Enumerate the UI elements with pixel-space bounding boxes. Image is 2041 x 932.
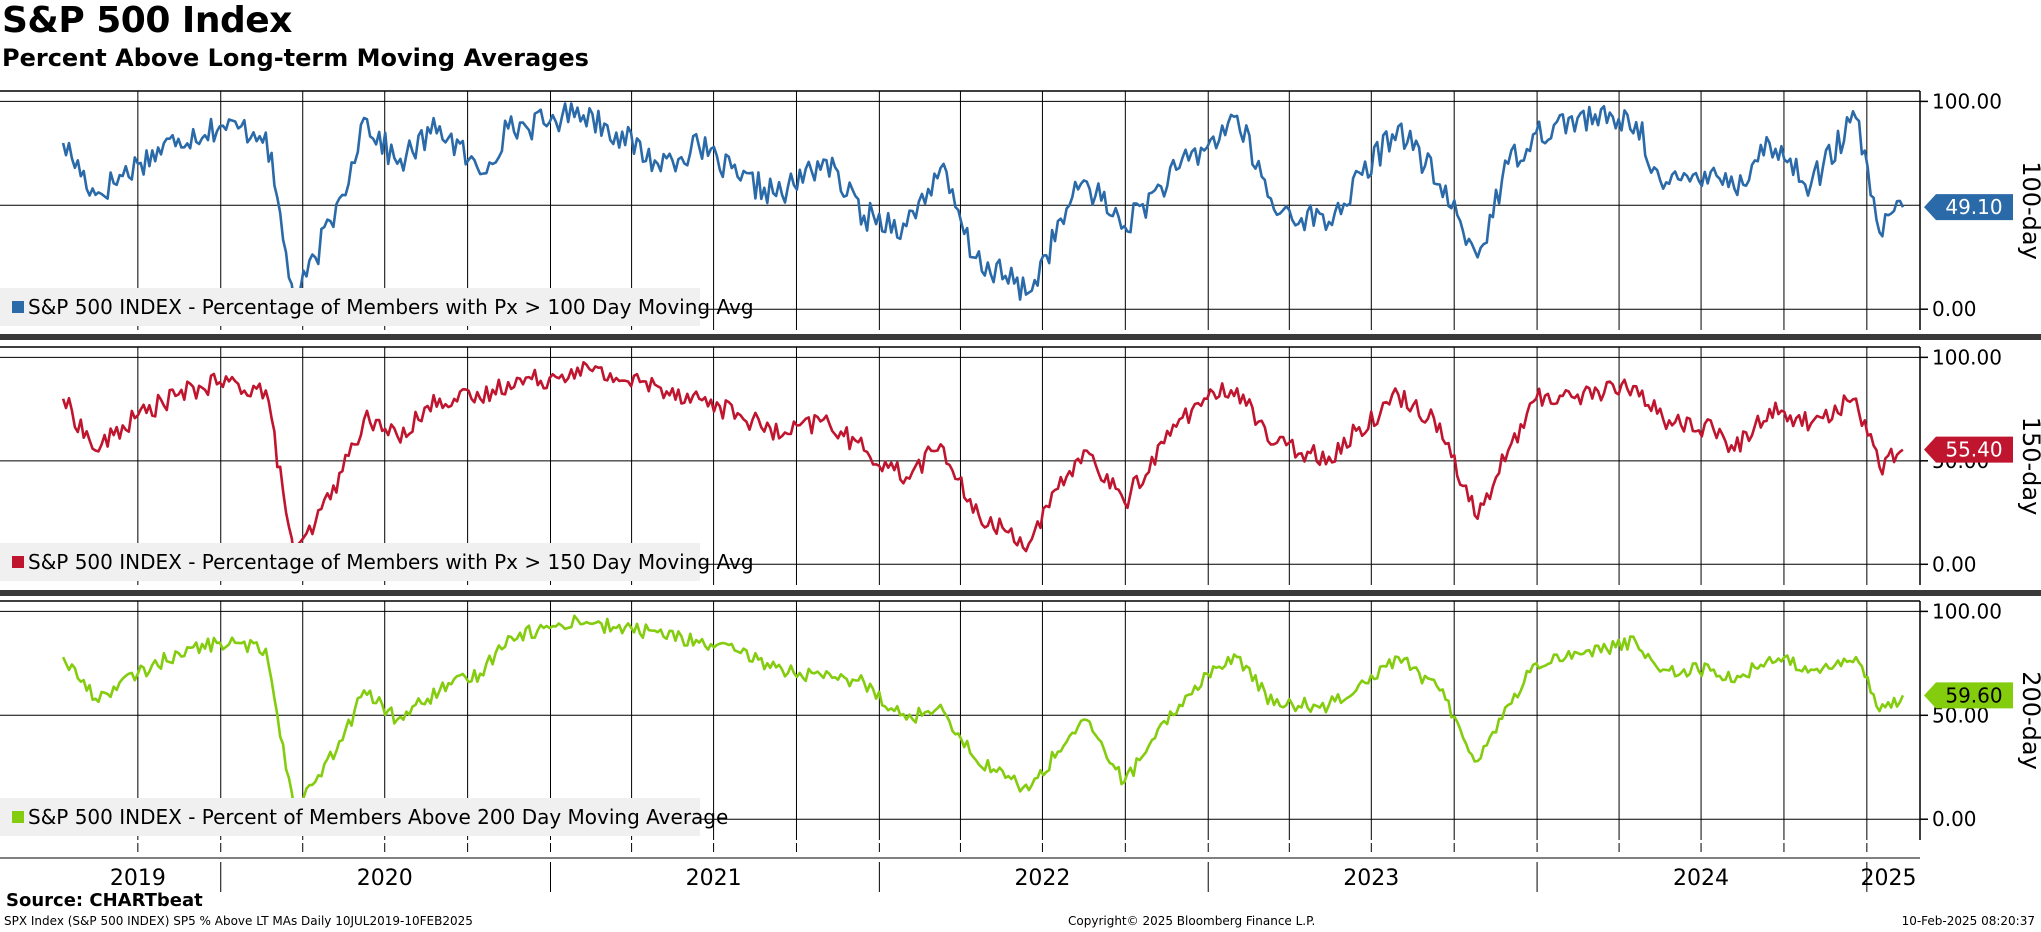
panel-100-day: 100.00 0.00 S&P 500 INDEX - Percentage of … — [0, 89, 2041, 330]
last-value-background — [1924, 682, 2013, 709]
last-value-text: 49.10 — [1945, 195, 2002, 219]
y-tick-label: 100.00 — [1932, 345, 2002, 369]
x-axis: 2019 2020 2021 2022 2023 2024 2025 — [0, 843, 1920, 892]
last-value-tag: 49.10 — [1924, 194, 2013, 221]
y-tick-label: 0.00 — [1932, 552, 1977, 576]
legend-label: S&P 500 INDEX - Percentage of Members wi… — [28, 550, 754, 574]
last-value-tag: 55.40 — [1924, 436, 2013, 463]
y-tick-label: 100.00 — [1932, 599, 2002, 623]
legend-background — [0, 798, 700, 836]
x-tick-label: 2022 — [1014, 866, 1070, 891]
y-tick-label: 0.00 — [1932, 807, 1977, 831]
x-tick-label: 2024 — [1673, 866, 1729, 891]
x-tick-label: 2020 — [357, 866, 413, 891]
chart-title: S&P 500 Index — [2, 0, 292, 41]
legend-label: S&P 500 INDEX - Percentage of Members wi… — [28, 295, 754, 319]
last-value-text: 59.60 — [1945, 683, 2002, 707]
y-tick-label: 0.00 — [1932, 297, 1977, 321]
last-value-background — [1924, 436, 2013, 463]
series-line-150-day — [61, 361, 1904, 560]
legend: S&P 500 INDEX - Percent of Members Above… — [0, 798, 728, 836]
legend-background — [0, 543, 700, 581]
footer-description: SPX Index (S&P 500 INDEX) SP5 % Above LT… — [4, 914, 473, 928]
series-line-100-day — [61, 102, 1905, 307]
panel-side-label: 100-day — [2017, 161, 2041, 260]
series-line-200-day — [61, 614, 1905, 813]
x-tick-label: 2019 — [110, 866, 166, 891]
last-value-background — [1924, 194, 2013, 221]
x-tick-label: 2025 — [1860, 866, 1916, 891]
last-value-text: 55.40 — [1945, 438, 2002, 462]
source-note: Source: CHARTbeat — [6, 890, 203, 911]
legend-swatch — [12, 556, 24, 568]
x-tick-label: 2021 — [686, 866, 742, 891]
x-tick-label: 2023 — [1343, 866, 1399, 891]
y-tick-label: 100.00 — [1932, 89, 2002, 113]
last-value-tag: 59.60 — [1924, 682, 2013, 709]
panel-side-label: 150-day — [2017, 417, 2041, 516]
legend: S&P 500 INDEX - Percentage of Members wi… — [0, 288, 754, 326]
legend-swatch — [12, 301, 24, 313]
panel-separator — [0, 590, 2041, 596]
legend: S&P 500 INDEX - Percentage of Members wi… — [0, 543, 754, 581]
chart-subtitle: Percent Above Long-term Moving Averages — [2, 44, 589, 72]
legend-label: S&P 500 INDEX - Percent of Members Above… — [28, 805, 728, 829]
footer-copyright: Copyright© 2025 Bloomberg Finance L.P. — [1068, 914, 1316, 928]
legend-swatch — [12, 811, 24, 823]
panel-side-label: 200-day — [2017, 671, 2041, 770]
panel-separator — [0, 334, 2041, 340]
legend-background — [0, 288, 700, 326]
footer-timestamp: 10-Feb-2025 08:20:37 — [1901, 914, 2035, 928]
